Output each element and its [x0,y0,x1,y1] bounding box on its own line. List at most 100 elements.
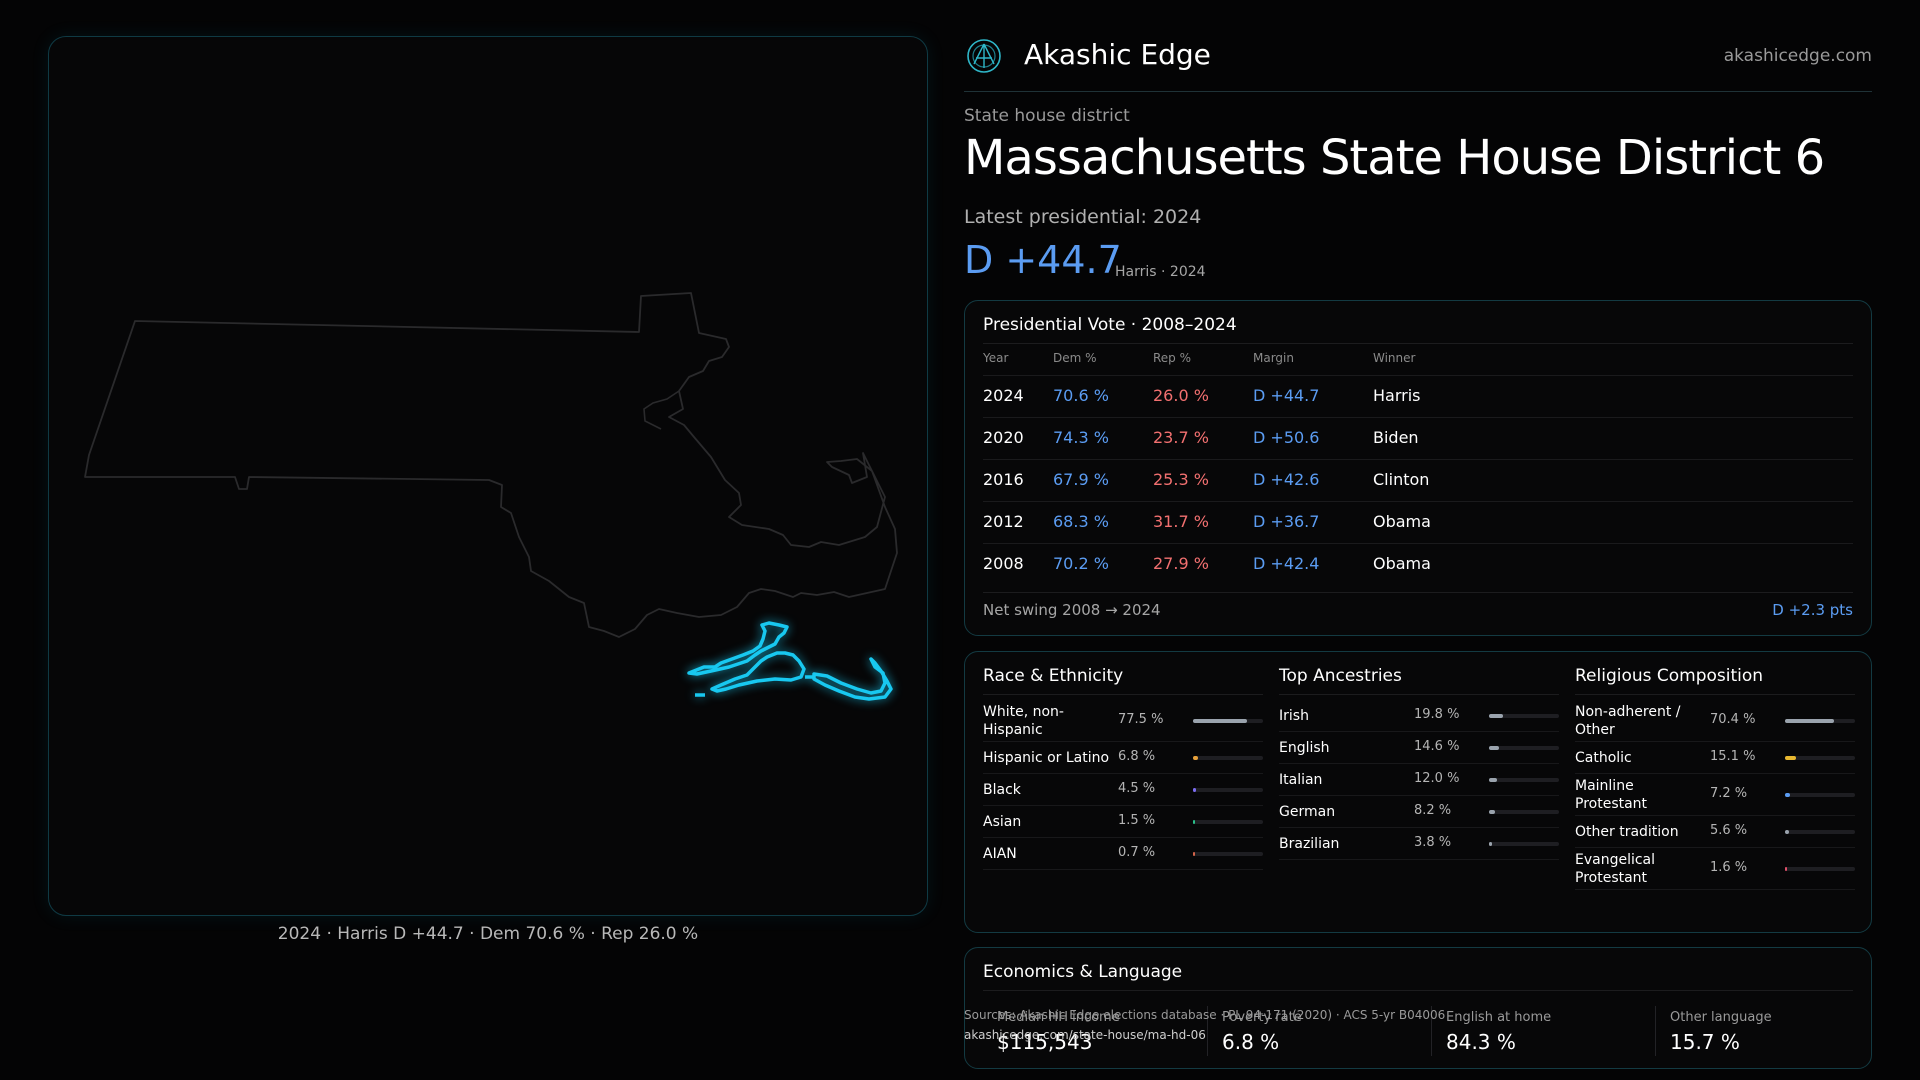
item-bar-fill [1193,719,1248,723]
econ-cell-poverty: Poverty rate 6.8 % [1207,1006,1412,1056]
table-row: 2016 67.9 % 25.3 % D +42.6 Clinton [983,459,1853,501]
brand-header: Akashic Edge akashicedge.com [964,34,1872,92]
cell-dem: 68.3 % [1053,512,1109,531]
cell-margin: D +50.6 [1253,428,1320,447]
presidential-vote-card: Presidential Vote · 2008–2024 Year Dem %… [964,300,1872,636]
item-bar [1489,746,1559,750]
econ-label: English at home [1446,1010,1552,1025]
district-map[interactable] [48,36,928,916]
cell-dem: 74.3 % [1053,428,1109,447]
cell-margin: D +44.7 [1253,386,1320,405]
list-item: Catholic 15.1 % [1575,742,1855,774]
item-label: Catholic [1575,750,1632,766]
details-panel: Akashic Edge akashicedge.com State house… [964,0,1872,1080]
card-title: Economics & Language [983,962,1183,982]
item-label: Asian [983,814,1022,830]
item-value: 0.7 % [1118,845,1156,860]
district-highlight[interactable] [687,621,893,701]
list-item: Italian 12.0 % [1279,764,1559,796]
district-type: State house district [964,106,1130,126]
col-header-winner: Winner [1373,351,1416,365]
item-bar [1785,867,1855,871]
item-value: 3.8 % [1414,835,1452,850]
item-label: Brazilian [1279,836,1340,852]
list-item: Irish 19.8 % [1279,700,1559,732]
sources-text: Sources: Akashic Edge elections database… [964,1008,1446,1022]
cell-year: 2016 [983,470,1024,489]
district-shape-nantucket [812,657,893,701]
card-title: Presidential Vote · 2008–2024 [983,315,1237,335]
item-bar-fill [1193,820,1195,824]
sources-footnote: Sources: Akashic Edge elections database… [964,1005,1445,1045]
econ-value: $115,543 [997,1030,1093,1054]
item-bar-fill [1489,810,1495,814]
economics-language-card: Economics & Language Median HH income $1… [964,947,1872,1069]
item-bar [1489,810,1559,814]
item-value: 19.8 % [1414,707,1460,722]
list-item: Evangelical Protestant 1.6 % [1575,848,1855,890]
item-label: Mainline Protestant [1575,778,1648,812]
coastline-detail [643,390,680,430]
item-bar [1785,793,1855,797]
item-bar [1193,756,1263,760]
cell-year: 2008 [983,554,1024,573]
item-bar [1785,830,1855,834]
district-shape-elizabeth-islands [710,651,806,693]
item-value: 15.1 % [1710,749,1756,764]
item-label: English [1279,740,1330,756]
item-bar-fill [1489,746,1500,750]
table-row: 2020 74.3 % 23.7 % D +50.6 Biden [983,417,1853,459]
brand-name: Akashic Edge [1024,38,1211,71]
item-label: German [1279,804,1336,820]
section-title: Religious Composition [1575,666,1764,686]
cell-margin: D +42.6 [1253,470,1320,489]
net-swing-value: D +2.3 pts [1772,601,1853,619]
item-bar-fill [1489,714,1503,718]
headline-margin: D +44.7 [964,238,1122,282]
akashic-logo-icon [967,39,1001,73]
item-bar-fill [1785,867,1787,871]
item-label: AIAN [983,846,1017,862]
list-item: Non-adherent / Other 70.4 % [1575,700,1855,742]
econ-value: 84.3 % [1446,1030,1516,1054]
cell-year: 2024 [983,386,1024,405]
state-outline [84,292,898,638]
item-bar [1193,788,1263,792]
item-bar [1193,852,1263,856]
item-label: White, non-Hispanic [983,704,1064,738]
cell-rep: 23.7 % [1153,428,1209,447]
headline-margin-sub: Harris · 2024 [1115,264,1206,280]
econ-cell-other-language: Other language 15.7 % [1655,1006,1860,1056]
col-header-dem: Dem % [1053,351,1097,365]
item-label: Other tradition [1575,824,1679,840]
item-bar-fill [1193,756,1198,760]
item-label: Italian [1279,772,1323,788]
item-label: Non-adherent / Other [1575,704,1681,738]
item-value: 6.8 % [1118,749,1156,764]
race-ethnicity-section: Race & Ethnicity White, non-Hispanic 77.5… [983,652,1263,934]
brand-url-link[interactable]: akashicedge.com [1723,46,1872,66]
cell-year: 2012 [983,512,1024,531]
district-shape-martha-vineyard [687,621,789,676]
section-title: Race & Ethnicity [983,666,1124,686]
district-map-svg [84,292,898,701]
item-value: 12.0 % [1414,771,1460,786]
col-header-margin: Margin [1253,351,1294,365]
list-item: Other tradition 5.6 % [1575,816,1855,848]
section-title: Top Ancestries [1279,666,1402,686]
top-ancestries-section: Top Ancestries Irish 19.8 % English 14.6 % I… [1279,652,1559,934]
cell-year: 2020 [983,428,1024,447]
cell-winner: Obama [1373,512,1431,531]
cell-rep: 26.0 % [1153,386,1209,405]
list-item: Black 4.5 % [983,774,1263,806]
item-bar [1489,778,1559,782]
latest-election-label: Latest presidential: 2024 [964,206,1202,228]
cell-dem: 70.6 % [1053,386,1109,405]
cell-winner: Clinton [1373,470,1430,489]
map-caption: 2024 · Harris D +44.7 · Dem 70.6 % · Rep… [277,924,699,944]
item-bar-fill [1193,788,1197,792]
permalink[interactable]: akashicedge.com/state-house/ma-hd-06 [964,1028,1206,1042]
list-item: AIAN 0.7 % [983,838,1263,870]
religious-composition-section: Religious Composition Non-adherent / Oth… [1575,652,1855,934]
item-value: 7.2 % [1710,786,1748,801]
